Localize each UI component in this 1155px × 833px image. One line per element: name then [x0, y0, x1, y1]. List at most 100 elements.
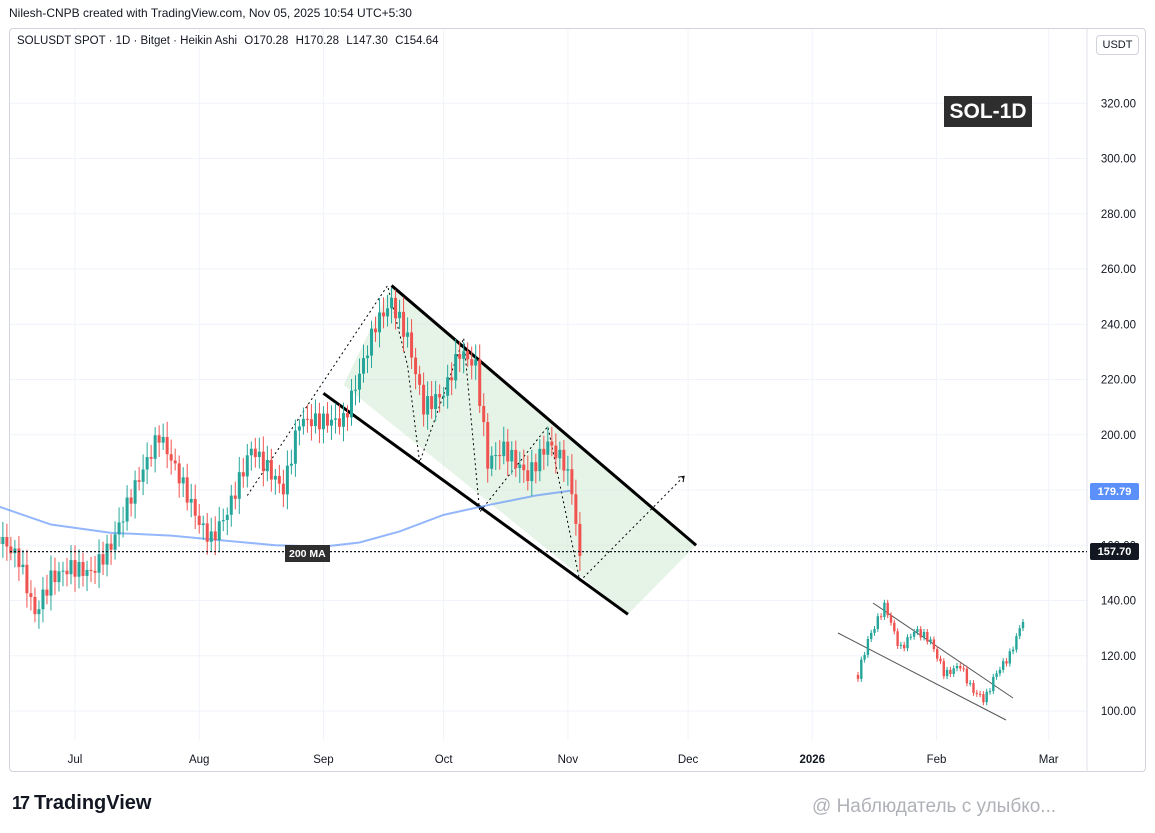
candle-body — [490, 455, 494, 469]
candle-body — [129, 497, 133, 504]
candle-body — [574, 494, 578, 524]
candle-body — [245, 455, 249, 477]
inset-candle-body — [1011, 649, 1015, 652]
candle-body — [113, 534, 117, 550]
time-axis: Jul Aug Sep Oct Nov Dec 2026 Feb Mar — [68, 754, 1059, 766]
inset-candle-body — [863, 654, 866, 660]
inset-candle-body — [1002, 661, 1005, 670]
y-tick-label: 120.00 — [1101, 651, 1136, 663]
inset-candle-body — [1008, 651, 1011, 664]
candle-body — [317, 413, 321, 430]
candle-body — [1, 537, 5, 545]
candle-body — [562, 449, 566, 471]
candle-body — [474, 359, 478, 366]
candle-body — [17, 548, 21, 568]
inset-candle-body — [969, 683, 972, 685]
candle-body — [450, 377, 454, 381]
inset-candle-body — [952, 668, 955, 675]
inset-candle-body — [985, 691, 988, 703]
inset-candle-body — [870, 632, 873, 639]
candle-body — [502, 441, 506, 457]
candle-body — [486, 422, 490, 469]
candle-body — [261, 451, 265, 472]
inset-candle-body — [965, 668, 969, 684]
candle-body — [510, 449, 514, 462]
candle-body — [121, 521, 125, 523]
candle-body — [165, 436, 169, 455]
candle-body — [5, 537, 9, 547]
candle-body — [506, 441, 510, 462]
candle-body — [81, 561, 85, 576]
candle-body — [253, 448, 257, 457]
channel-upper-line — [390, 284, 698, 547]
candle-body — [93, 570, 97, 573]
candle-body — [89, 569, 93, 571]
inset-candle-body — [899, 644, 903, 646]
inset-candle-body — [942, 661, 945, 677]
candle-body — [205, 523, 209, 542]
ma-label: 200 MA — [285, 545, 330, 562]
candle-body — [157, 435, 161, 443]
candle-body — [498, 455, 502, 457]
y-tick-label: 100.00 — [1101, 706, 1136, 718]
candle-body — [398, 311, 402, 319]
candle-body — [301, 418, 305, 427]
x-tick-label: Nov — [558, 754, 579, 766]
candle-body — [137, 480, 141, 482]
x-tick-label: Mar — [1039, 754, 1059, 766]
inset-candle-body — [1005, 661, 1008, 664]
candle-body — [462, 351, 466, 359]
candle-body — [229, 495, 233, 515]
chart-attribution: Nilesh-CNPB created with TradingView.com… — [9, 6, 412, 20]
candle-body — [402, 311, 406, 337]
inset-candle-body — [889, 615, 893, 623]
inset-candle-body — [860, 659, 863, 679]
candle-body — [269, 459, 273, 480]
inset-candle-body — [929, 639, 932, 642]
inset-candle-body — [916, 629, 919, 632]
candle-body — [478, 359, 482, 406]
currency-button[interactable]: USDT — [1096, 35, 1139, 55]
candle-body — [213, 531, 217, 541]
candle-body — [241, 472, 245, 477]
ohlc-low: L147.30 — [346, 35, 388, 47]
inset-channel-upper — [872, 602, 1014, 699]
candle-body — [357, 373, 361, 390]
candle-body — [145, 457, 149, 470]
candle-body — [201, 523, 205, 525]
candle-body — [273, 475, 277, 480]
candle-body — [434, 393, 438, 409]
candle-body — [309, 419, 313, 427]
candle-body — [85, 569, 89, 576]
candle-body — [77, 561, 81, 577]
y-tick-label: 140.00 — [1101, 596, 1136, 608]
inset-candle-body — [998, 669, 1002, 674]
candle-body — [41, 589, 45, 610]
candle-body — [546, 441, 550, 455]
inset-candle-body — [879, 616, 883, 618]
inset-candle-body — [856, 675, 860, 679]
candle-body — [173, 460, 177, 464]
projection-arrow-icon — [677, 475, 685, 483]
ohlc-high: H170.28 — [295, 35, 340, 47]
symbol-legend: SOLUSDT SPOT · 1D · Bitget · Heikin Ashi… — [17, 35, 443, 47]
candle-body — [446, 377, 450, 396]
inset-candle-body — [1021, 622, 1025, 629]
candle-body — [554, 445, 558, 459]
candle-body — [578, 523, 582, 556]
candle-body — [217, 521, 221, 541]
candle-body — [362, 358, 366, 374]
candle-body — [169, 454, 173, 461]
candle-body — [394, 297, 398, 319]
tradingview-logo[interactable]: 17 TradingView — [12, 792, 151, 815]
candle-body — [61, 570, 65, 572]
candle-body — [25, 564, 29, 594]
candle-body — [345, 413, 349, 418]
candle-body — [181, 477, 185, 484]
candle-body — [289, 463, 293, 466]
inset-candle-body — [886, 602, 889, 616]
candle-body — [458, 354, 462, 359]
chart-frame[interactable] — [9, 28, 1146, 772]
channel-fill — [343, 285, 697, 615]
